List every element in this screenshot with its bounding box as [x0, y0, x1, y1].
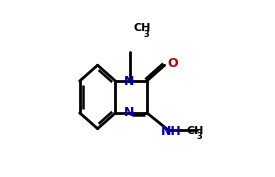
Text: CH: CH	[187, 126, 204, 136]
Text: N: N	[124, 106, 135, 119]
Text: O: O	[168, 57, 178, 70]
Text: CH: CH	[134, 24, 151, 33]
Text: NH: NH	[161, 125, 182, 138]
Text: 3: 3	[197, 132, 202, 141]
Text: N: N	[124, 75, 135, 88]
Text: 3: 3	[144, 30, 149, 39]
